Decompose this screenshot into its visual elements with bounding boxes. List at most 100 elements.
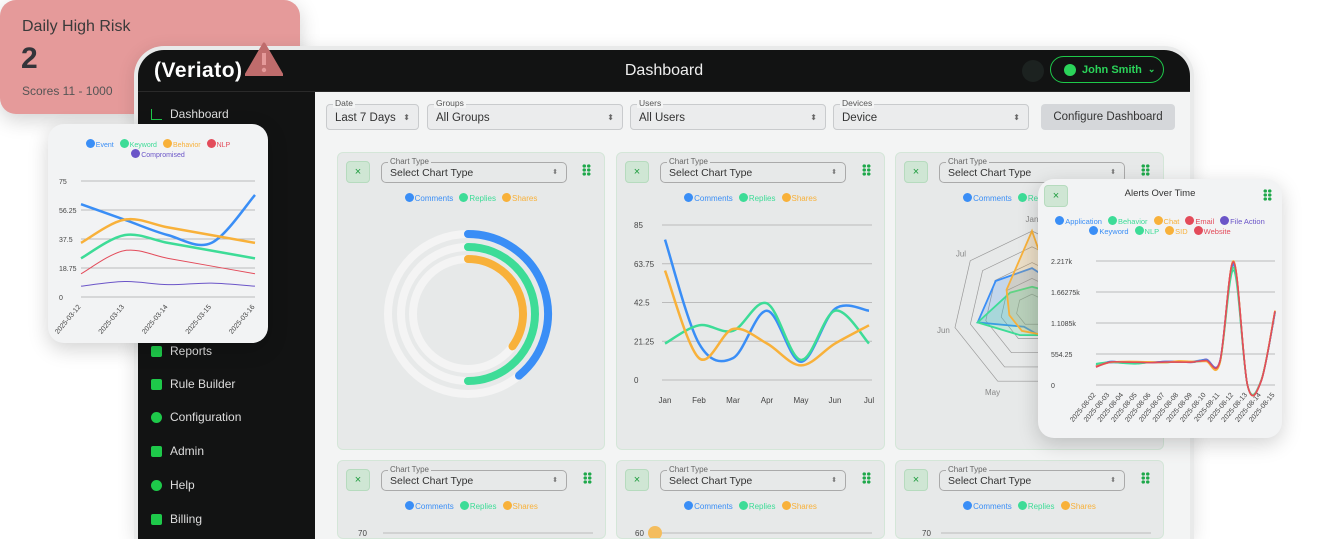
- close-widget-button[interactable]: ×: [346, 469, 370, 491]
- close-widget-button[interactable]: ×: [904, 469, 928, 491]
- close-widget-button[interactable]: ×: [904, 161, 928, 183]
- legend-item[interactable]: Behavior: [1107, 216, 1148, 226]
- groups-filter[interactable]: Groups All Groups ⬍: [427, 98, 623, 130]
- close-widget-button[interactable]: ×: [1044, 185, 1068, 207]
- close-widget-button[interactable]: ×: [625, 469, 649, 491]
- legend-item[interactable]: Comments: [684, 501, 733, 511]
- legend-item[interactable]: Shares: [781, 193, 817, 203]
- legend-item[interactable]: Shares: [502, 193, 537, 203]
- legend-item[interactable]: Comments: [404, 193, 453, 203]
- legend-item[interactable]: Comments: [405, 501, 454, 511]
- filter-value: Device: [842, 112, 878, 124]
- series-line-keyword[interactable]: [80, 233, 256, 260]
- legend-item[interactable]: File Action: [1220, 216, 1265, 226]
- sidebar-item-admin[interactable]: Admin: [151, 444, 204, 458]
- configure-dashboard-button[interactable]: Configure Dashboard: [1041, 104, 1175, 130]
- legend-item[interactable]: Application: [1055, 216, 1102, 226]
- legend-item[interactable]: Keyword: [119, 139, 157, 149]
- series-line-file-action[interactable]: [1095, 262, 1276, 397]
- drag-handle-icon[interactable]: [582, 164, 591, 176]
- legend-item[interactable]: Shares: [781, 501, 817, 511]
- legend-item[interactable]: NLP: [1134, 226, 1159, 236]
- legend-item[interactable]: Replies: [459, 501, 497, 511]
- series-line-compromised[interactable]: [80, 281, 256, 287]
- series-line-sid[interactable]: [1095, 260, 1276, 397]
- legend-item[interactable]: Comments: [963, 501, 1012, 511]
- veriato-logo[interactable]: (Veriato): [154, 59, 243, 82]
- series-line-nlp[interactable]: [80, 249, 256, 275]
- series-line-email[interactable]: [1095, 261, 1276, 397]
- legend-item[interactable]: Shares: [502, 501, 538, 511]
- legend-item[interactable]: Replies: [738, 501, 776, 511]
- data-point[interactable]: [648, 526, 662, 539]
- series-line-nlp[interactable]: [1095, 266, 1276, 396]
- legend-item[interactable]: Compromised: [131, 149, 185, 159]
- drag-handle-icon[interactable]: [1141, 164, 1150, 176]
- sidebar-item-help[interactable]: Help: [151, 478, 195, 492]
- legend-item[interactable]: NLP: [206, 139, 230, 149]
- close-widget-button[interactable]: ×: [346, 161, 370, 183]
- legend-item[interactable]: Replies: [738, 193, 776, 203]
- drag-handle-icon[interactable]: [1263, 189, 1272, 201]
- sidebar-item-rule-builder[interactable]: Rule Builder: [151, 377, 235, 391]
- series-line-behavior[interactable]: [80, 217, 256, 245]
- chart-type-select[interactable]: Chart Type Select Chart Type ⬍: [660, 465, 846, 491]
- series-line-behavior[interactable]: [1095, 269, 1276, 396]
- series-line-keyword[interactable]: [1095, 263, 1276, 397]
- chart-type-select[interactable]: Chart Type Select Chart Type ⬍: [381, 157, 567, 183]
- y-tick-label: 21.25: [634, 337, 655, 346]
- filter-value: Last 7 Days: [335, 112, 396, 124]
- devices-filter[interactable]: Devices Device ⬍: [833, 98, 1029, 130]
- chart-type-select[interactable]: Chart Type Select Chart Type ⬍: [381, 465, 567, 491]
- sidebar-item-reports[interactable]: Reports: [151, 344, 212, 358]
- chart-type-select[interactable]: Chart Type Select Chart Type ⬍: [939, 465, 1125, 491]
- date-filter[interactable]: Date Last 7 Days ⬍: [326, 98, 419, 130]
- close-widget-button[interactable]: ×: [625, 161, 649, 183]
- drag-handle-icon[interactable]: [862, 164, 871, 176]
- sidebar-item-label: Configuration: [170, 410, 242, 424]
- drag-handle-icon[interactable]: [862, 472, 871, 484]
- x-tick-label: Jun: [829, 396, 842, 405]
- series-line-website[interactable]: [1095, 261, 1276, 397]
- bottom-chart-card-3: × Chart Type Select Chart Type ⬍ Comments Rep…: [895, 460, 1164, 539]
- line-chart-card: × Chart Type Select Chart Type ⬍ Comments Rep…: [616, 152, 885, 450]
- legend-item[interactable]: Comments: [684, 193, 733, 203]
- drag-handle-icon[interactable]: [583, 472, 592, 484]
- chart-type-select[interactable]: Chart Type Select Chart Type ⬍: [939, 157, 1125, 183]
- notification-button[interactable]: [1022, 60, 1044, 82]
- chart-type-value: Select Chart Type: [669, 475, 753, 487]
- legend-item[interactable]: Keyword: [1089, 226, 1129, 236]
- legend-item[interactable]: Comments: [963, 193, 1012, 203]
- series-line-comments[interactable]: [663, 239, 870, 364]
- chart-type-select[interactable]: Chart Type Select Chart Type ⬍: [660, 157, 846, 183]
- legend-item[interactable]: Shares: [1060, 501, 1096, 511]
- legend-item[interactable]: Replies: [1017, 501, 1055, 511]
- legend-item[interactable]: Event: [85, 139, 114, 149]
- legend-item[interactable]: Chat: [1153, 216, 1179, 226]
- user-menu-button[interactable]: John Smith ⌄: [1050, 56, 1164, 83]
- series-line-event[interactable]: [80, 194, 256, 247]
- sidebar-item-billing[interactable]: Billing: [151, 512, 202, 526]
- radial-bar-shares[interactable]: [464, 255, 527, 351]
- y-tick-label: 554.25: [1051, 352, 1073, 359]
- radial-bar-comments[interactable]: [464, 230, 552, 380]
- legend-item[interactable]: Email: [1185, 216, 1214, 226]
- chart-legend: Application Behavior Chat Email File Action K…: [1038, 216, 1282, 236]
- legend-item[interactable]: Replies: [459, 193, 496, 203]
- sidebar-item-configuration[interactable]: Configuration: [151, 410, 241, 424]
- chevron-down-icon: ⌄: [1147, 64, 1156, 74]
- users-filter[interactable]: Users All Users ⬍: [630, 98, 826, 130]
- legend-item[interactable]: Website: [1193, 226, 1231, 236]
- x-tick-label: Jul: [864, 396, 874, 405]
- legend-item[interactable]: Behavior: [162, 139, 201, 149]
- series-line-application[interactable]: [1095, 263, 1276, 397]
- radial-bar-replies[interactable]: [464, 243, 539, 385]
- series-line-shares[interactable]: [663, 270, 870, 367]
- series-line-replies[interactable]: [664, 301, 870, 362]
- filter-value: All Users: [639, 112, 686, 124]
- top-bar: (Veriato) Dashboard John Smith ⌄: [138, 50, 1190, 92]
- series-line-chat[interactable]: [1095, 260, 1276, 397]
- sidebar-item-dashboard[interactable]: Dashboard: [151, 107, 229, 121]
- legend-item[interactable]: SID: [1165, 226, 1188, 236]
- drag-handle-icon[interactable]: [1141, 472, 1150, 484]
